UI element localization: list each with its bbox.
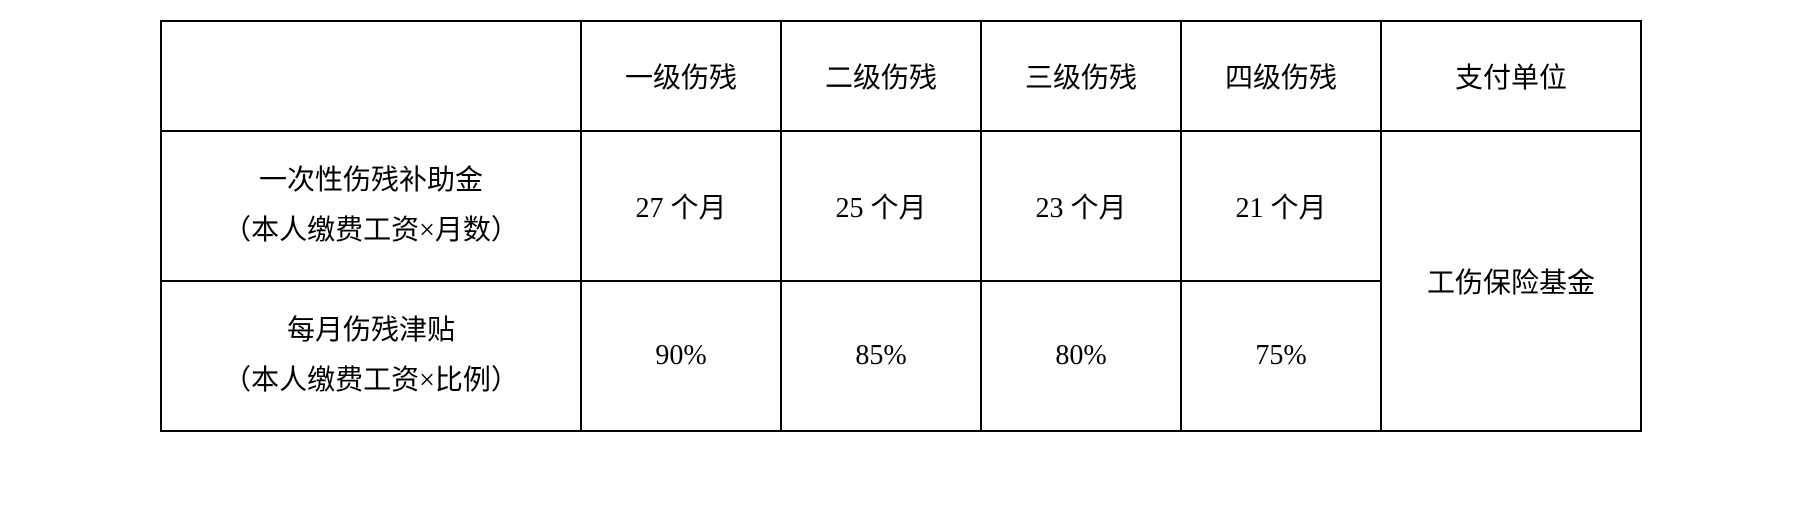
row1-label-line1: 一次性伤残补助金 — [182, 156, 560, 206]
header-level4: 四级伤残 — [1181, 21, 1381, 131]
row1-level4: 21 个月 — [1181, 131, 1381, 281]
table-row: 一次性伤残补助金 （本人缴费工资×月数） 27 个月 25 个月 23 个月 2… — [161, 131, 1641, 281]
table-header-row: 一级伤残 二级伤残 三级伤残 四级伤残 支付单位 — [161, 21, 1641, 131]
header-blank-cell — [161, 21, 581, 131]
row1-label-line2: （本人缴费工资×月数） — [182, 206, 560, 256]
row2-label-line2: （本人缴费工资×比例） — [182, 356, 560, 406]
row2-label-cell: 每月伤残津贴 （本人缴费工资×比例） — [161, 281, 581, 431]
header-payer: 支付单位 — [1381, 21, 1641, 131]
row1-label-cell: 一次性伤残补助金 （本人缴费工资×月数） — [161, 131, 581, 281]
disability-compensation-table: 一级伤残 二级伤残 三级伤残 四级伤残 支付单位 一次性伤残补助金 （本人缴费工… — [160, 20, 1642, 432]
row1-level1: 27 个月 — [581, 131, 781, 281]
header-level1: 一级伤残 — [581, 21, 781, 131]
merged-payer-cell: 工伤保险基金 — [1381, 131, 1641, 431]
row1-level3: 23 个月 — [981, 131, 1181, 281]
row2-level1: 90% — [581, 281, 781, 431]
row2-level4: 75% — [1181, 281, 1381, 431]
header-level3: 三级伤残 — [981, 21, 1181, 131]
row2-level3: 80% — [981, 281, 1181, 431]
row2-label-line1: 每月伤残津贴 — [182, 306, 560, 356]
header-level2: 二级伤残 — [781, 21, 981, 131]
row2-level2: 85% — [781, 281, 981, 431]
row1-level2: 25 个月 — [781, 131, 981, 281]
